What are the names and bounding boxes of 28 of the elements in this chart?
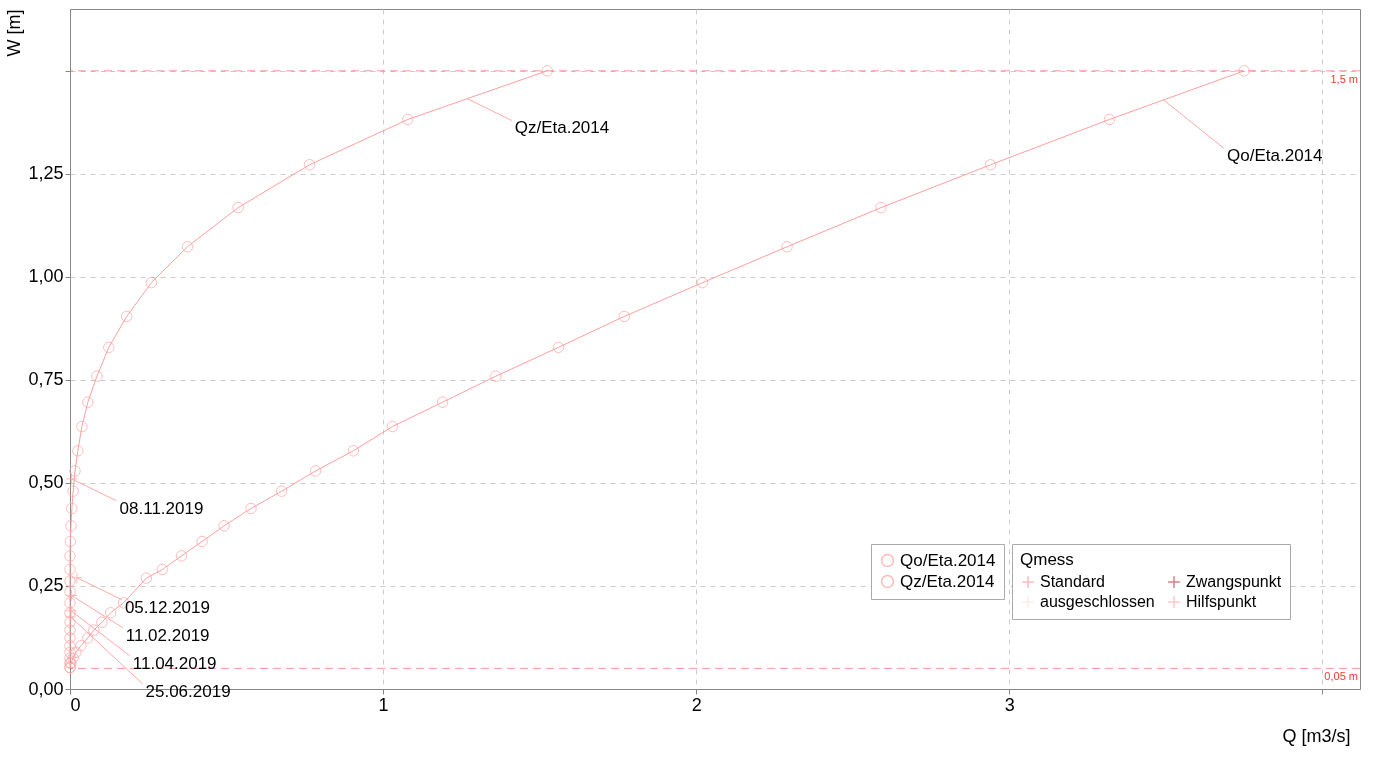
annotation: 08.11.2019 — [119, 498, 204, 518]
x-tick-label: 3 — [1004, 694, 1015, 715]
y-tick-label: 0,00 — [28, 678, 64, 699]
x-axis-title: Q [m3/s] — [1282, 725, 1351, 746]
x-tick-label: 0 — [70, 694, 81, 715]
legend-label: Qo/Eta.2014 — [900, 550, 996, 570]
annotation: Qo/Eta.2014 — [1227, 146, 1323, 166]
y-tick-label: 1,25 — [28, 163, 64, 184]
y-tick-label: 1,00 — [28, 266, 64, 287]
annotation: 11.02.2019 — [125, 625, 210, 645]
y-tick-label: 0,25 — [28, 575, 64, 596]
y-tick-label: 0,50 — [28, 472, 64, 493]
annotation: 11.04.2019 — [132, 653, 217, 673]
annotation: 05.12.2019 — [124, 597, 210, 617]
x-tick-label: 2 — [691, 694, 702, 715]
legend-label: ausgeschlossen — [1040, 593, 1155, 610]
legend-title: Qmess — [1020, 550, 1074, 569]
legend-label: Hilfspunkt — [1186, 593, 1257, 610]
annotation: 25.06.2019 — [145, 681, 231, 701]
y-tick-label: 0,75 — [28, 369, 64, 390]
ref-line-label: 1,5 m — [1330, 72, 1358, 85]
ref-line-label: 0,05 m — [1324, 670, 1358, 683]
legend-label: Qz/Eta.2014 — [900, 571, 995, 591]
x-tick-label: 1 — [378, 694, 389, 715]
legend-label: Zwangspunkt — [1186, 573, 1282, 591]
legend-label: Standard — [1040, 573, 1105, 591]
annotation: Qz/Eta.2014 — [514, 118, 610, 138]
y-axis-title: W [m] — [4, 9, 25, 57]
